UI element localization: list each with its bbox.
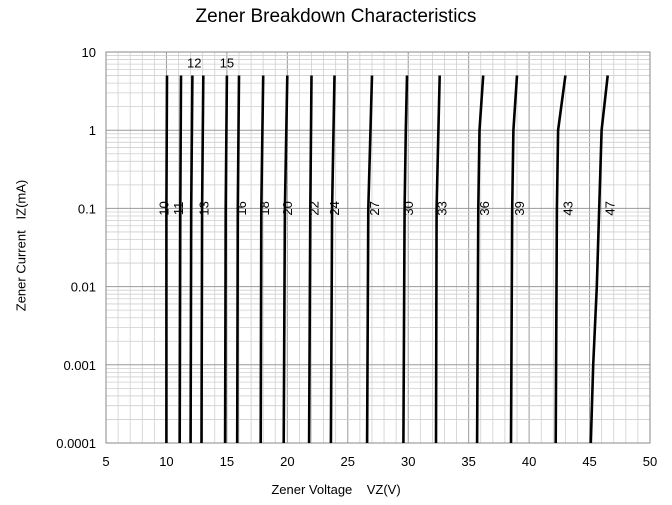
x-tick-label: 50: [643, 454, 657, 469]
y-tick-label: 0.1: [78, 201, 96, 216]
series-line-36: [475, 75, 485, 444]
chart-title: Zener Breakdown Characteristics: [195, 6, 477, 27]
curve-label-12: 12: [187, 56, 201, 71]
x-tick-label: 30: [401, 454, 415, 469]
curve-label-20: 20: [280, 201, 295, 215]
y-tick-label: 10: [82, 45, 96, 60]
x-tick-label: 25: [341, 454, 355, 469]
x-axis-label: Zener Voltage VZ(V): [271, 482, 401, 497]
series-line-11: [178, 75, 183, 444]
curve-label-16: 16: [234, 201, 249, 215]
curve-label-15: 15: [220, 56, 234, 71]
series-line-13: [200, 75, 205, 444]
y-axis-label: Zener Current IZ(mA): [13, 179, 29, 312]
series-line-47: [589, 75, 609, 444]
y-tick-label: 0.001: [63, 358, 96, 373]
curve-label-27: 27: [367, 201, 382, 215]
series-line-15: [223, 75, 229, 444]
series-line-16: [235, 75, 241, 444]
x-tick-label: 5: [102, 454, 109, 469]
series-line-24: [329, 75, 336, 444]
curve-label-47: 47: [603, 201, 618, 215]
series-line-20: [282, 75, 289, 444]
x-tick-label: 40: [522, 454, 536, 469]
plot-border: [105, 51, 651, 444]
y-tick-label: 0.0001: [56, 436, 96, 451]
x-tick-label: 15: [220, 454, 234, 469]
curve-label-30: 30: [401, 201, 416, 215]
series-line-18: [259, 75, 265, 444]
x-tick-label: 20: [280, 454, 294, 469]
curve-label-39: 39: [512, 201, 527, 215]
series-line-39: [509, 75, 519, 444]
curve-label-22: 22: [307, 201, 322, 215]
y-tick-label: 1: [89, 123, 96, 138]
series-line-43: [554, 75, 567, 444]
curve-label-11: 11: [171, 202, 186, 216]
curve-label-36: 36: [477, 201, 492, 215]
series-line-33: [434, 75, 441, 444]
x-tick-label: 45: [582, 454, 596, 469]
y-tick-label: 0.01: [71, 280, 96, 295]
series-line-22: [307, 75, 313, 444]
curve-label-18: 18: [257, 201, 272, 215]
x-tick-label: 10: [159, 454, 173, 469]
series-line-27: [365, 75, 374, 444]
series-line-30: [402, 75, 409, 444]
curve-label-24: 24: [327, 201, 342, 215]
series-line-10: [165, 75, 169, 443]
curve-label-13: 13: [197, 201, 212, 215]
curve-label-10: 10: [157, 201, 172, 215]
plot-area: [106, 52, 650, 443]
x-tick-label: 35: [461, 454, 475, 469]
series-line-12: [189, 75, 194, 444]
curve-label-43: 43: [560, 201, 575, 215]
curve-label-33: 33: [435, 201, 450, 215]
